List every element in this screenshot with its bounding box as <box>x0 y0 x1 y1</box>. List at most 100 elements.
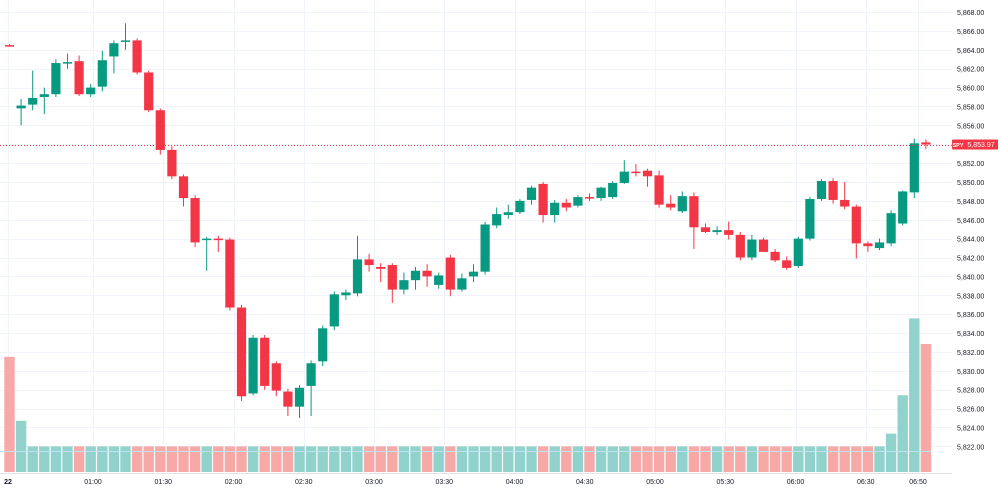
y-tick-label: 5,830.00 <box>957 369 984 376</box>
candle-body <box>596 187 606 199</box>
volume-bar <box>282 446 294 472</box>
candle-body <box>434 275 444 285</box>
volume-bar <box>688 446 700 472</box>
candle-body <box>109 43 119 57</box>
x-tick-label: 02:00 <box>225 479 243 486</box>
candle-body <box>515 200 525 213</box>
candle-body <box>503 212 513 216</box>
y-tick-label: 5,848.00 <box>957 199 984 206</box>
y-tick-label: 5,840.00 <box>957 274 984 281</box>
candle-body <box>260 337 270 386</box>
candle-body <box>816 181 827 199</box>
volume-bar <box>410 446 421 472</box>
candle-body <box>410 270 421 281</box>
x-tick-label: 05:30 <box>716 479 734 486</box>
x-tick-label: 06:30 <box>857 479 875 486</box>
x-tick-label: 04:30 <box>576 479 594 486</box>
candle-body <box>144 72 154 111</box>
volume-bar <box>920 344 932 472</box>
x-tick-label: 03:30 <box>435 479 453 486</box>
candle-body <box>202 238 212 241</box>
volume-bar <box>201 446 212 472</box>
candle-body <box>352 259 363 294</box>
volume-bar <box>804 446 816 472</box>
volume-bar <box>735 446 746 472</box>
candle-body <box>480 224 490 272</box>
y-tick-label: 5,850.00 <box>957 180 984 187</box>
candle-body <box>666 203 676 208</box>
volume-bar <box>839 446 850 472</box>
y-tick-label: 5,864.00 <box>957 48 984 55</box>
volume-bar <box>514 446 526 472</box>
volume-bar <box>503 446 514 472</box>
volume-bar <box>236 446 247 472</box>
price-axis-bg <box>952 0 1000 491</box>
volume-bar <box>479 446 491 472</box>
x-tick-label: 06:00 <box>787 479 805 486</box>
volume-bar <box>294 446 305 472</box>
volume-bar <box>166 446 178 472</box>
candle-body <box>329 294 339 327</box>
volume-bar <box>851 446 862 472</box>
candle-body <box>283 391 293 407</box>
candle-body <box>213 238 223 241</box>
volume-bar <box>653 446 665 472</box>
candle-body <box>364 259 374 266</box>
volume-bar <box>874 446 885 472</box>
y-tick-label: 5,836.00 <box>957 312 984 319</box>
price-axis[interactable]: 5,868.00 5,866.00 5,864.00 5,862.00 5,860.00… <box>952 0 1000 491</box>
candle-body <box>155 110 165 150</box>
volume-bar <box>62 446 73 472</box>
candle-body <box>132 40 142 73</box>
volume-bar <box>572 446 584 472</box>
candle-body <box>167 149 177 177</box>
volume-bar <box>909 318 920 472</box>
volume-bar <box>189 446 201 472</box>
y-tick-label: 5,866.00 <box>957 29 984 36</box>
candle-body <box>631 171 641 174</box>
candle-body <box>782 260 792 268</box>
candle-body <box>584 197 595 199</box>
volume-bar <box>862 446 874 472</box>
x-tick-label: 04:00 <box>506 479 524 486</box>
volume-bar <box>305 446 317 472</box>
candle-body <box>700 227 711 233</box>
candle-body <box>840 199 850 207</box>
y-tick-label: 5,842.00 <box>957 256 984 263</box>
volume-bar <box>711 446 723 472</box>
volume-bar <box>271 446 282 472</box>
candle-body <box>422 270 432 277</box>
candles <box>4 23 931 418</box>
candle-body <box>74 61 84 95</box>
volume-bar <box>827 446 839 472</box>
candle-body <box>225 239 235 308</box>
x-tick-label: 22 <box>4 479 12 486</box>
candle-body <box>445 257 455 290</box>
volume-bar <box>155 446 166 472</box>
candle-body <box>39 94 49 98</box>
candle-body <box>550 202 560 216</box>
candle-body <box>492 214 502 226</box>
x-tick-label: 01:00 <box>84 479 102 486</box>
volume-bar <box>224 446 236 472</box>
y-tick-label: 5,834.00 <box>957 331 984 338</box>
volume-bar <box>4 356 15 472</box>
y-tick-label: 5,860.00 <box>957 86 984 93</box>
candle-body <box>526 187 537 200</box>
volume-bar <box>131 446 143 472</box>
volume-bar <box>259 446 270 472</box>
candle-body <box>874 242 885 249</box>
y-tick-label: 5,826.00 <box>957 407 984 414</box>
volume-bar <box>445 446 456 472</box>
candle-body <box>120 40 131 42</box>
candle-body <box>851 206 861 244</box>
time-axis[interactable]: 22 01:00 01:30 02:00 02:30 03:00 03:30 04:00 04:… <box>0 473 952 487</box>
volume-bar <box>665 446 676 472</box>
candle-body <box>909 143 919 193</box>
candle-body <box>712 230 722 233</box>
candle-body <box>51 63 61 95</box>
volume-bar <box>746 446 758 472</box>
volume-bar <box>363 446 375 472</box>
